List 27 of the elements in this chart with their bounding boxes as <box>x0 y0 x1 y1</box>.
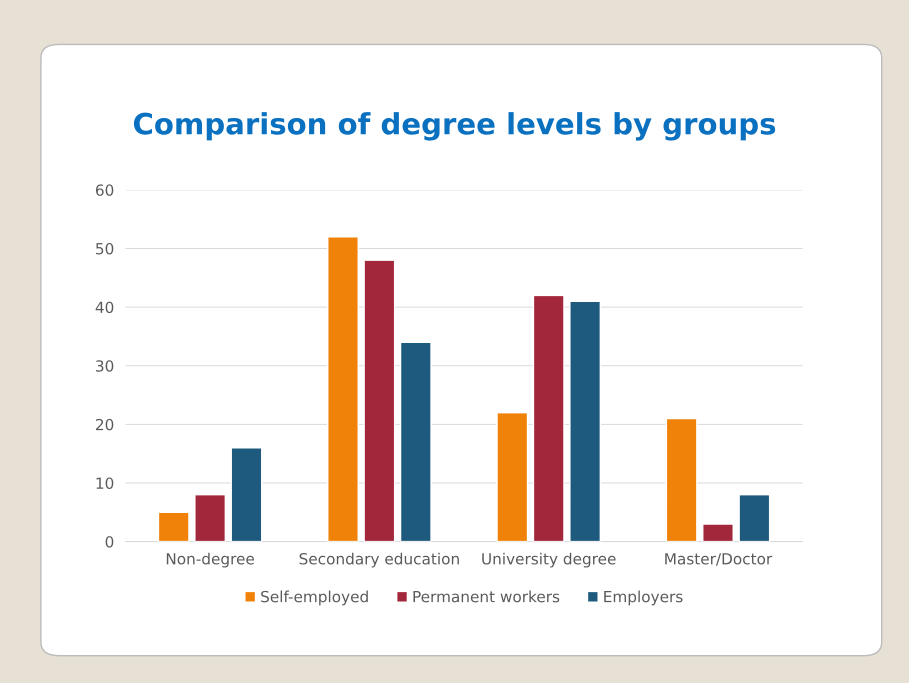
legend-label: Permanent workers <box>413 590 560 602</box>
y-tick-label: 20 <box>96 418 114 430</box>
bar <box>666 418 698 542</box>
bar <box>496 412 528 542</box>
legend-label: Self-employed <box>261 590 368 606</box>
bar <box>230 447 262 542</box>
legend-label: Employers <box>604 590 683 606</box>
bar <box>569 300 602 542</box>
y-tick-label: 40 <box>96 302 114 314</box>
x-tick-label: Non-degree <box>166 552 254 568</box>
bar <box>158 512 190 542</box>
chart-title: Comparison of degree levels by groups <box>134 112 776 141</box>
bar <box>702 523 734 542</box>
bar <box>532 294 565 542</box>
bar <box>400 342 432 542</box>
y-tick-label: 0 <box>106 536 114 548</box>
bar <box>363 260 396 542</box>
bar <box>738 494 770 542</box>
x-tick-label: University degree <box>482 552 616 568</box>
y-tick-label: 10 <box>96 477 114 490</box>
bar <box>194 494 226 542</box>
y-tick-label: 50 <box>96 242 114 255</box>
x-tick-label: Master/Doctor <box>665 553 772 566</box>
x-tick-label: Secondary education <box>300 552 459 568</box>
bar <box>327 236 359 542</box>
y-tick-label: 30 <box>96 360 114 372</box>
y-tick-label: 60 <box>96 184 114 196</box>
